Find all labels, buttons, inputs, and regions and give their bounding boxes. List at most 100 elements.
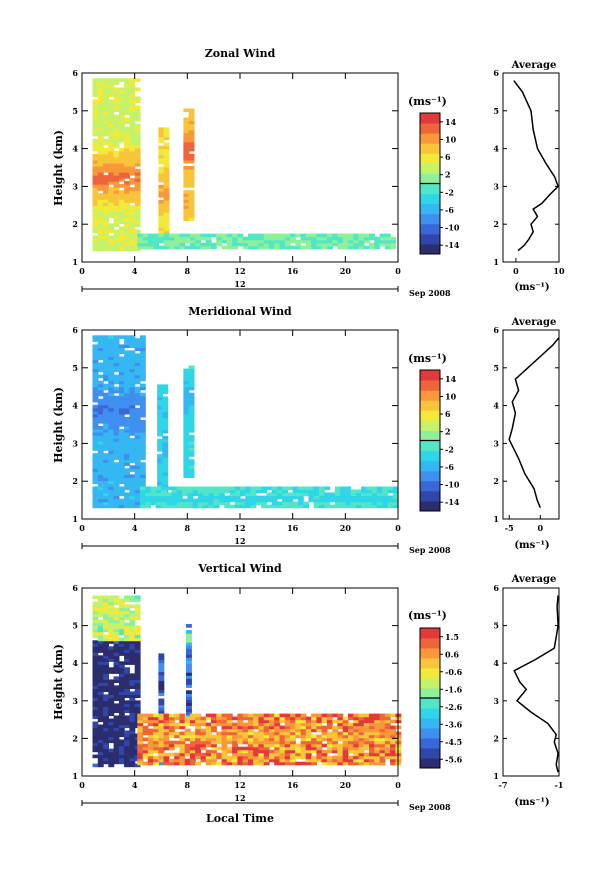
heatmap-cell — [163, 734, 170, 739]
heatmap-cell — [153, 236, 159, 241]
heatmap-cell — [118, 673, 125, 677]
heatmap-cell — [129, 673, 136, 677]
heatmap-cell — [108, 760, 115, 765]
heatmap-cell — [190, 749, 196, 754]
heatmap-cell — [384, 236, 391, 241]
heatmap-cell — [134, 694, 141, 698]
heatmap-cell — [203, 492, 209, 497]
heatmap-cell — [200, 245, 207, 250]
heatmap-cell — [158, 212, 165, 216]
heatmap-cell — [108, 413, 115, 418]
heatmap-cell — [92, 395, 99, 400]
y-tick-label: 5 — [72, 621, 78, 631]
heatmap-cell — [163, 245, 170, 250]
heatmap-cell — [137, 752, 144, 757]
heatmap-cell — [92, 646, 99, 650]
heatmap-cell — [392, 495, 399, 500]
heatmap-cell — [232, 245, 238, 250]
heatmap-cell — [118, 679, 125, 683]
heatmap-cell — [129, 229, 136, 234]
heatmap-cell — [108, 607, 115, 612]
heatmap-cell — [97, 477, 104, 481]
heatmap-cell — [200, 755, 207, 760]
heatmap-cell — [321, 749, 328, 754]
heatmap-cell — [129, 193, 136, 197]
colorbar-tick-label: -4.5 — [445, 737, 462, 747]
heatmap-cell — [124, 739, 130, 744]
heatmap-cell — [97, 483, 104, 488]
heatmap-cell — [118, 598, 125, 603]
heatmap-cell — [157, 420, 163, 425]
heatmap-cell — [108, 459, 115, 463]
heatmap-cell — [379, 239, 386, 244]
heatmap-cell — [134, 175, 141, 179]
heatmap-cell — [158, 233, 165, 238]
heatmap-cell — [284, 728, 291, 733]
heatmap-cell — [290, 761, 296, 766]
heatmap-cell — [382, 504, 389, 509]
heatmap-cell — [224, 504, 231, 509]
heatmap-cell — [134, 108, 141, 113]
heatmap-cell — [103, 156, 109, 161]
heatmap-cell — [108, 241, 115, 246]
heatmap-cell — [305, 734, 312, 739]
colorbar-tick-label: 10 — [445, 134, 457, 144]
heatmap-cell — [342, 755, 349, 760]
heatmap-cell — [290, 737, 296, 742]
heatmap-cell — [139, 404, 146, 409]
heatmap-cell — [363, 722, 370, 727]
heatmap-cell — [92, 172, 99, 176]
heatmap-cell — [97, 757, 104, 762]
heatmap-cell — [374, 749, 381, 754]
heatmap-cell — [97, 401, 104, 406]
heatmap-cell — [240, 489, 246, 494]
heatmap-cell — [374, 725, 381, 730]
heatmap-cell — [118, 429, 125, 433]
heatmap-cell — [147, 749, 154, 754]
heatmap-cell — [382, 489, 389, 494]
heatmap-cell — [139, 453, 146, 457]
heatmap-cell — [124, 153, 130, 158]
profile-y-tick-label: 3 — [493, 181, 499, 191]
heatmap-cell — [316, 242, 323, 247]
heatmap-cell — [134, 486, 141, 491]
heatmap-cell — [108, 604, 115, 609]
heatmap-cell — [157, 469, 163, 473]
heatmap-cell — [108, 730, 115, 735]
heatmap-cell — [139, 501, 146, 506]
heatmap-cell — [113, 362, 120, 367]
heatmap-cell — [279, 719, 286, 724]
heatmap-cell — [134, 99, 141, 104]
heatmap-cell — [108, 610, 115, 615]
heatmap-cell — [97, 410, 104, 415]
heatmap-cell — [97, 383, 104, 388]
heatmap-cell — [134, 111, 141, 116]
heatmap-cell — [237, 239, 244, 244]
heatmap-cell — [188, 377, 195, 382]
heatmap-cell — [103, 426, 109, 430]
heatmap-cell — [103, 223, 109, 227]
heatmap-cell — [97, 673, 104, 677]
heatmap-cell — [179, 746, 186, 751]
heatmap-cell — [284, 713, 291, 718]
heatmap-cell — [97, 685, 104, 689]
heatmap-cell — [158, 157, 165, 162]
heatmap-cell — [139, 447, 146, 451]
heatmap-cell — [124, 676, 130, 680]
heatmap-cell — [118, 601, 125, 606]
heatmap-cell — [258, 239, 265, 244]
heatmap-cell — [158, 209, 165, 213]
heatmap-cell — [129, 108, 136, 113]
colorbar-tick-label: -6 — [445, 205, 454, 215]
heatmap-cell — [118, 646, 125, 650]
heatmap-cell — [216, 761, 223, 766]
heatmap-cell — [118, 757, 125, 762]
heatmap-cell — [103, 715, 109, 720]
heatmap-cell — [163, 148, 170, 153]
heatmap-cell — [124, 691, 130, 695]
heatmap-cell — [184, 746, 191, 751]
heatmap-cell — [124, 132, 130, 137]
heatmap-cell — [234, 495, 241, 500]
heatmap-cell — [113, 489, 120, 494]
heatmap-cell — [158, 665, 165, 670]
